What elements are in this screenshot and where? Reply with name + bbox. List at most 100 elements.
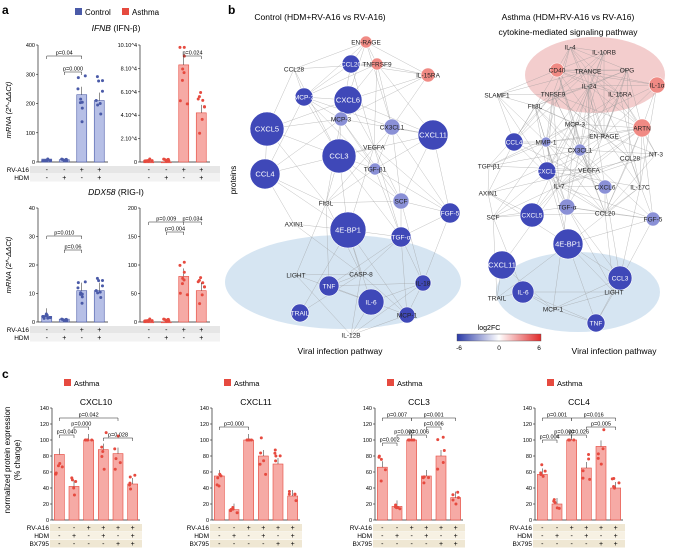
cxcl10-point — [100, 445, 104, 449]
ccl4-point — [612, 485, 616, 489]
ddx58-control-point — [95, 276, 99, 280]
ccl3-condition-label: RV-A16 — [350, 525, 373, 532]
ccl3-condition-sign: - — [425, 541, 428, 548]
ifnb-control-tick-label: 100 — [26, 131, 35, 137]
ddx58-control-tick-label: 20 — [29, 263, 35, 269]
cxcl11-condition-sign: + — [291, 525, 295, 532]
ccl3-point — [383, 468, 387, 472]
right-edge — [579, 149, 654, 220]
left-node-tgf- — [390, 226, 412, 248]
ccl4-condition-sign: - — [570, 533, 573, 540]
cxcl10-pvalue: p=0.000 — [71, 422, 91, 428]
panel-a-charts: 0100200300400p=0.04p=0.00002.10^44.10^46… — [7, 43, 220, 342]
right-node-label-cx3cl1: CX3CL1 — [568, 147, 593, 154]
cxcl11-point — [287, 492, 291, 496]
ccl3-condition-label: HDM — [357, 533, 372, 540]
right-edge — [534, 85, 590, 107]
ccl3-point — [441, 460, 445, 464]
ifnb-asthma-point — [197, 95, 201, 99]
cxcl10-bar — [112, 453, 124, 521]
ccl3-point — [377, 454, 381, 458]
cxcl11-condition-sign: + — [276, 541, 280, 548]
ddx58-asthma-tick-label: 0 — [134, 320, 137, 326]
cxcl11-point — [218, 472, 222, 476]
cxcl10-point — [74, 480, 78, 484]
ddx58-asthma-point — [196, 280, 200, 284]
ifnb-condition-sign: - — [46, 167, 49, 174]
right-node-label-opg: OPG — [620, 67, 634, 74]
ccl3-condition-sign: - — [396, 525, 399, 532]
right-edge — [496, 94, 547, 143]
cytokine-pathway-label: cytokine-mediated signaling pathway — [499, 27, 639, 37]
right-node-label-il-6: IL-6 — [517, 289, 529, 296]
left-edge — [391, 126, 402, 202]
cxcl11-tick-label: 40 — [203, 486, 209, 492]
ccl3-bar — [377, 466, 388, 521]
right-edge — [626, 69, 643, 129]
right-edge — [588, 84, 658, 87]
right-edge — [552, 291, 615, 310]
ifnb-asthma-point — [203, 105, 207, 109]
right-edge — [492, 170, 548, 218]
ccl3-bar — [406, 439, 417, 521]
right-edge — [487, 192, 494, 218]
left-edge — [365, 41, 393, 128]
ifnb-control-point — [76, 76, 80, 80]
cxcl10-point — [101, 450, 105, 454]
left-node-ccl3 — [321, 138, 357, 174]
left-edge — [376, 63, 429, 76]
cxcl11-tick-label: 80 — [203, 454, 209, 460]
ccl3-pvalue: p=0.001 — [424, 413, 444, 419]
cxcl11-point — [273, 448, 277, 452]
ifnb-asthma-point — [198, 131, 202, 135]
ccl4-condition-sign: - — [541, 533, 544, 540]
ifnb-condition-sign: - — [46, 175, 49, 182]
ddx58-control-point — [96, 291, 100, 295]
ddx58-condition-sign: - — [183, 335, 186, 342]
cxcl10-condition-sign: - — [87, 541, 90, 548]
ccl4-point — [552, 498, 556, 502]
ccl4-point — [599, 462, 603, 466]
cxcl11-legend-label: Asthma — [234, 379, 260, 388]
right-edge — [579, 69, 628, 151]
left-edge — [264, 118, 342, 175]
ccl4-bracket — [571, 434, 587, 438]
cxcl10-point — [54, 471, 58, 475]
legend-asthma-label: Asthma — [132, 8, 160, 17]
ddx58-condition-sign: + — [164, 335, 168, 342]
ccl4-legend-swatch — [547, 379, 554, 386]
left-edge — [303, 41, 367, 98]
right-edge — [487, 169, 590, 194]
ifnb-asthma-point — [199, 90, 203, 94]
right-edge — [546, 127, 643, 172]
ccl3-condition-sign: - — [396, 541, 399, 548]
right-edge — [604, 153, 657, 214]
ccl3-condition-sign: - — [410, 541, 413, 548]
ccl4-point — [587, 457, 591, 461]
ifnb-condition-sign: - — [63, 167, 66, 174]
ccl4-condition-sign: + — [599, 541, 603, 548]
cxcl11-condition-label: RV-A16 — [187, 525, 210, 532]
right-edge — [513, 141, 606, 188]
right-edge — [534, 105, 581, 151]
ifnb-asthma-tick-label: 10.10^4 — [118, 43, 137, 49]
ccl3-legend-label: Asthma — [397, 379, 423, 388]
cxcl11-bar — [243, 439, 254, 521]
right-edge — [588, 85, 605, 137]
ccl3-pvalue: p=0.006 — [409, 430, 429, 436]
legend-swatch-asthma — [122, 8, 129, 15]
ccl3-bracket — [411, 434, 427, 438]
left-node-label-mcp-3: MCP-3 — [331, 116, 352, 123]
ddx58-control-pvalue: p=0.010 — [54, 231, 74, 237]
cxcl10-condition-sign: - — [58, 525, 61, 532]
ddx58-asthma-point — [144, 319, 148, 323]
ddx58-asthma-tick-label: 200 — [128, 206, 137, 212]
right-edge — [603, 135, 631, 159]
cxcl10-point — [72, 486, 76, 490]
ifnb-asthma-bracket — [183, 55, 202, 59]
left-node-fgf-5 — [439, 202, 461, 224]
ddx58-control-point — [94, 289, 98, 293]
ifnb-ylabel: mRNA (2^-ΔΔCt) — [4, 81, 13, 138]
ifnb-condition-row-bg — [30, 174, 220, 182]
ccl3-condition-row-bg — [373, 532, 465, 540]
